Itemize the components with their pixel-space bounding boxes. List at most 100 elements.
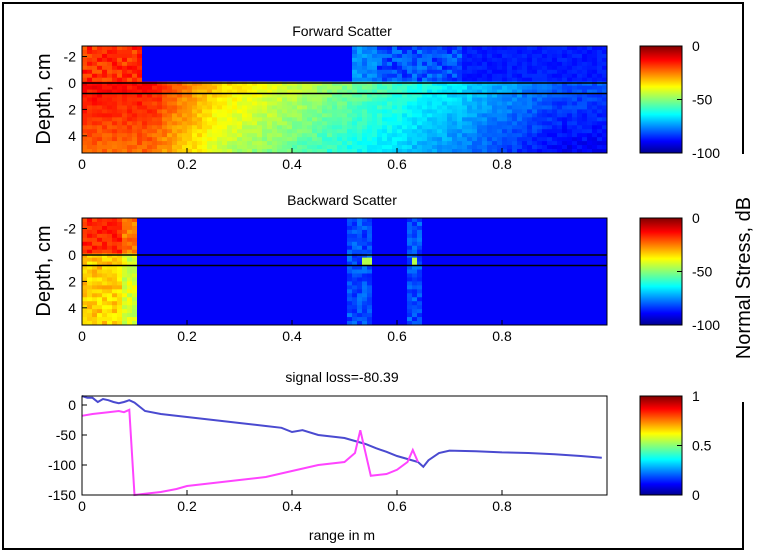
heatmap-cell — [417, 305, 423, 310]
heatmap-cell — [472, 73, 478, 79]
heatmap-cell — [242, 253, 248, 259]
heatmap-cell — [602, 93, 608, 98]
heatmap-cell — [602, 141, 608, 146]
heatmap-cell — [147, 149, 153, 154]
heatmap-cell — [482, 113, 488, 118]
heatmap-cell — [102, 233, 108, 239]
heatmap-cell — [587, 141, 593, 146]
heatmap-cell — [452, 65, 458, 71]
heatmap-cell — [377, 129, 383, 134]
heatmap-cell — [157, 229, 163, 235]
heatmap-cell — [172, 141, 178, 146]
heatmap-cell — [102, 49, 108, 55]
heatmap-cell — [87, 57, 93, 63]
heatmap-cell — [372, 233, 378, 239]
heatmap-cell — [137, 117, 143, 122]
heatmap-cell — [412, 105, 418, 110]
heatmap-cell — [412, 65, 418, 71]
heatmap-cell — [502, 133, 508, 138]
heatmap-cell — [502, 145, 508, 150]
heatmap-cell — [457, 293, 463, 298]
heatmap-cell — [267, 265, 273, 270]
heatmap-cell — [167, 269, 173, 274]
heatmap-cell — [142, 321, 148, 326]
heatmap-cell — [402, 233, 408, 239]
heatmap-cell — [172, 237, 178, 243]
heatmap-cell — [87, 129, 93, 134]
heatmap-cell — [172, 317, 178, 322]
heatmap-cell — [372, 221, 378, 227]
heatmap-cell — [217, 49, 223, 55]
heatmap-cell — [97, 133, 103, 138]
heatmap-cell — [82, 273, 88, 278]
heatmap-cell — [107, 221, 113, 227]
heatmap-cell — [382, 73, 388, 79]
heatmap-cell — [452, 233, 458, 239]
heatmap-cell — [347, 225, 353, 231]
heatmap-cell — [217, 145, 223, 150]
heatmap-cell — [437, 301, 443, 306]
heatmap-cell — [257, 89, 263, 94]
heatmap-cell — [592, 46, 598, 51]
heatmap-cell — [537, 109, 543, 114]
heatmap-cell — [347, 49, 353, 55]
heatmap-cell — [262, 105, 268, 110]
heatmap-cell — [197, 85, 203, 90]
heatmap-cell — [97, 85, 103, 90]
heatmap-cell — [357, 49, 363, 55]
heatmap-cell — [407, 129, 413, 134]
heatmap-cell — [92, 61, 98, 67]
heatmap-cell — [302, 265, 308, 270]
heatmap-cell — [197, 73, 203, 79]
heatmap-cell — [352, 77, 358, 83]
heatmap-cell — [337, 293, 343, 298]
heatmap-cell — [457, 309, 463, 314]
heatmap-cell — [137, 105, 143, 110]
heatmap-cell — [207, 277, 213, 282]
heatmap-cell — [317, 237, 323, 243]
heatmap-cell — [197, 309, 203, 314]
heatmap-cell — [287, 301, 293, 306]
heatmap-cell — [222, 265, 228, 270]
heatmap-cell — [397, 53, 403, 59]
heatmap-cell — [182, 73, 188, 79]
heatmap-cell — [262, 261, 268, 266]
heatmap-cell — [352, 218, 358, 223]
heatmap-cell — [342, 297, 348, 302]
heatmap-cell — [162, 65, 168, 71]
heatmap-cell — [297, 309, 303, 314]
heatmap-cell — [87, 117, 93, 122]
heatmap-cell — [592, 81, 598, 87]
heatmap-cell — [202, 289, 208, 294]
heatmap-cell — [512, 89, 518, 94]
heatmap-cell — [472, 269, 478, 274]
heatmap-cell — [132, 101, 138, 106]
heatmap-cell — [87, 81, 93, 87]
heatmap-cell — [442, 61, 448, 67]
heatmap-cell — [277, 93, 283, 98]
heatmap-cell — [312, 218, 318, 223]
heatmap-cell — [417, 218, 423, 223]
heatmap-cell — [242, 49, 248, 55]
heatmap-cell — [177, 46, 183, 51]
heatmap-cell — [392, 113, 398, 118]
heatmap-cell — [102, 321, 108, 326]
heatmap-cell — [537, 129, 543, 134]
heatmap-cell — [102, 53, 108, 59]
heatmap-cell — [142, 233, 148, 239]
heatmap-cell — [292, 117, 298, 122]
heatmap-cell — [317, 129, 323, 134]
heatmap-cell — [382, 46, 388, 51]
heatmap-cell — [282, 269, 288, 274]
heatmap-cell — [587, 85, 593, 90]
heatmap-cell — [487, 129, 493, 134]
heatmap-cell — [392, 249, 398, 255]
heatmap-cell — [177, 53, 183, 59]
heatmap-cell — [467, 317, 473, 322]
heatmap-cell — [307, 109, 313, 114]
heatmap-cell — [197, 81, 203, 87]
heatmap-cell — [402, 265, 408, 270]
heatmap-cell — [287, 289, 293, 294]
heatmap-cell — [357, 57, 363, 63]
heatmap-cell — [502, 57, 508, 63]
